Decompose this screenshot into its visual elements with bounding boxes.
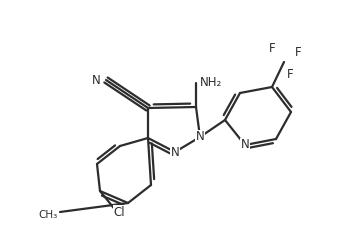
Text: F: F — [287, 68, 293, 81]
Text: CH₃: CH₃ — [39, 210, 58, 220]
Text: Cl: Cl — [113, 205, 125, 218]
Text: F: F — [269, 41, 275, 55]
Text: N: N — [196, 131, 204, 144]
Text: NH₂: NH₂ — [200, 76, 222, 90]
Text: N: N — [241, 139, 249, 152]
Text: N: N — [171, 145, 179, 158]
Text: F: F — [295, 46, 301, 58]
Text: N: N — [92, 74, 101, 87]
